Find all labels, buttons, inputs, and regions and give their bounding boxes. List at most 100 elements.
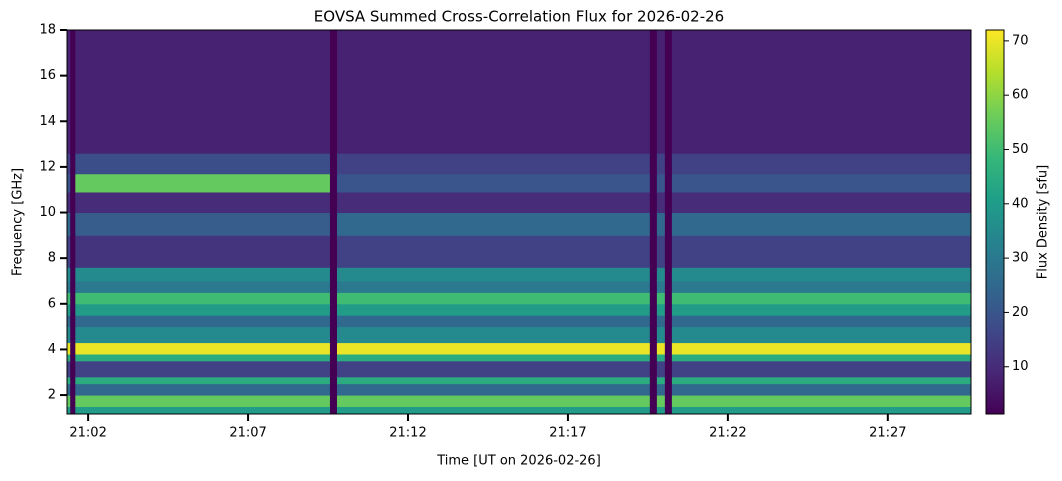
heatmap-cell — [664, 153, 673, 175]
heatmap-cell — [70, 315, 76, 328]
heatmap-cell — [671, 280, 972, 293]
y-tick-label: 12 — [39, 159, 56, 174]
heatmap-cell — [664, 212, 673, 236]
heatmap-cell — [664, 303, 673, 316]
heatmap-cell — [671, 360, 972, 378]
colorbar-tick-label: 40 — [1012, 196, 1029, 211]
heatmap-cell — [67, 376, 71, 385]
heatmap-cell — [70, 406, 76, 415]
heatmap-cell — [329, 406, 338, 415]
heatmap-cell — [70, 326, 76, 344]
heatmap-cell — [664, 376, 673, 385]
heatmap-cell — [70, 342, 76, 355]
heatmap-cell — [664, 406, 673, 415]
heatmap-cell — [649, 212, 658, 236]
heatmap-cell — [70, 153, 76, 175]
heatmap-cell — [70, 173, 76, 193]
heatmap-cell — [336, 383, 651, 396]
heatmap-cell — [656, 360, 666, 378]
heatmap-cell — [329, 342, 338, 355]
heatmap-cell — [671, 153, 972, 175]
x-tick-label: 21:27 — [869, 426, 906, 441]
heatmap-cell — [67, 326, 71, 344]
heatmap-cell — [649, 235, 658, 268]
heatmap-cell — [70, 212, 76, 236]
heatmap-cell — [656, 153, 666, 175]
heatmap-cell — [649, 395, 658, 407]
heatmap-cell — [649, 303, 658, 316]
heatmap-cell — [329, 326, 338, 344]
heatmap-cell — [70, 30, 76, 154]
heatmap-cell — [67, 292, 71, 305]
heatmap-cell — [656, 406, 666, 415]
x-tick-label: 21:17 — [549, 426, 586, 441]
heatmap-cell — [649, 360, 658, 378]
heatmap-cell — [67, 173, 71, 193]
heatmap-cell — [649, 315, 658, 328]
colorbar-tick-label: 50 — [1012, 142, 1029, 157]
heatmap-cell — [70, 292, 76, 305]
heatmap-cell — [671, 395, 972, 407]
colorbar-label: Flux Density [sfu] — [1036, 165, 1051, 279]
heatmap-cell — [75, 235, 331, 268]
heatmap-cell — [336, 267, 651, 282]
heatmap-cell — [656, 303, 666, 316]
heatmap-cell — [336, 173, 651, 193]
x-tick-label: 21:22 — [709, 426, 746, 441]
heatmap-cell — [656, 326, 666, 344]
colorbar — [985, 29, 1005, 415]
colorbar-tick-label: 10 — [1012, 359, 1029, 374]
heatmap-cell — [671, 315, 972, 328]
heatmap-cell — [649, 267, 658, 282]
heatmap-cell — [75, 153, 331, 175]
heatmap-cell — [649, 376, 658, 385]
colorbar-tick-label: 20 — [1012, 305, 1029, 320]
heatmap-cell — [67, 353, 71, 362]
heatmap-cell — [75, 30, 331, 154]
heatmap-cell — [671, 212, 972, 236]
heatmap-cell — [649, 406, 658, 415]
heatmap-cell — [329, 376, 338, 385]
heatmap-cell — [67, 191, 71, 214]
heatmap-cell — [656, 212, 666, 236]
heatmap-cell — [671, 235, 972, 268]
heatmap-cell — [67, 360, 71, 378]
heatmap-cell — [336, 315, 651, 328]
heatmap-cell — [75, 406, 331, 415]
heatmap-cell — [664, 360, 673, 378]
heatmap-cell — [656, 30, 666, 154]
heatmap-cell — [656, 383, 666, 396]
heatmap-cell — [671, 267, 972, 282]
heatmap-cell — [656, 191, 666, 214]
heatmap-cell — [75, 303, 331, 316]
heatmap-cell — [70, 353, 76, 362]
heatmap-cell — [336, 406, 651, 415]
heatmap-cell — [67, 30, 71, 154]
heatmap-cell — [336, 342, 651, 355]
heatmap-cell — [75, 212, 331, 236]
heatmap-cell — [656, 342, 666, 355]
heatmap-cell — [75, 376, 331, 385]
y-tick-label: 4 — [48, 342, 56, 357]
x-axis-label: Time [UT on 2026-02-26] — [436, 454, 601, 469]
heatmap-cell — [656, 353, 666, 362]
heatmap-cell — [664, 280, 673, 293]
heatmap-cell — [656, 315, 666, 328]
heatmap-cell — [664, 235, 673, 268]
heatmap-cell — [336, 376, 651, 385]
heatmap-cell — [70, 395, 76, 407]
heatmap-cell — [656, 395, 666, 407]
heatmap-cell — [664, 191, 673, 214]
heatmap-cell — [67, 383, 71, 396]
y-axis-label: Frequency [GHz] — [11, 168, 26, 276]
heatmap-cell — [75, 292, 331, 305]
heatmap-cell — [671, 303, 972, 316]
heatmap-cell — [329, 360, 338, 378]
heatmap-cell — [336, 212, 651, 236]
heatmap-cell — [649, 342, 658, 355]
heatmap-cell — [329, 315, 338, 328]
colorbar-tick-label: 70 — [1012, 33, 1029, 48]
heatmap-cell — [67, 395, 71, 407]
heatmap-cell — [649, 280, 658, 293]
heatmap-cell — [75, 395, 331, 407]
